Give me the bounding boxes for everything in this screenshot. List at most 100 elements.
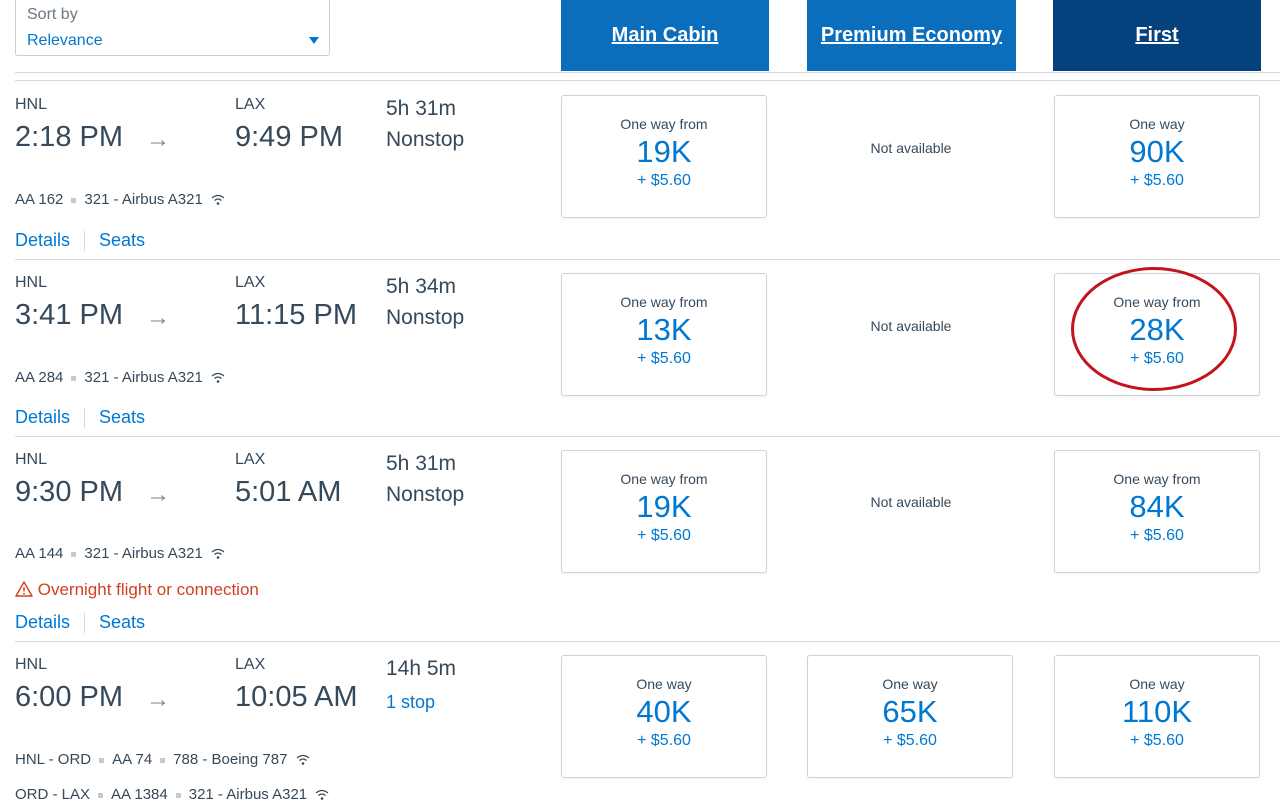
dest-code: LAX — [235, 96, 266, 113]
separator-dot — [99, 757, 105, 763]
stops-link[interactable]: 1 stop — [386, 692, 436, 712]
column-header-premium-economy[interactable]: Premium Economy — [807, 0, 1016, 71]
aircraft: 321 - Airbus A321 — [84, 191, 203, 208]
separator-dot — [175, 792, 181, 798]
wifi-icon — [211, 548, 225, 559]
fare-tax: + $5.60 — [637, 527, 691, 544]
origin-code: HNL — [15, 96, 48, 113]
arrow-right-icon: → — [146, 686, 170, 713]
flight-number: AA 74 — [112, 751, 153, 768]
depart-time: 6:00 PM — [15, 681, 123, 713]
fare-miles: 19K — [636, 134, 692, 169]
divider — [15, 80, 1280, 81]
fare-tax: + $5.60 — [883, 732, 937, 749]
duration: 5h 31m — [386, 452, 457, 475]
flight-number: AA 162 — [15, 191, 64, 208]
details-link[interactable]: Details — [15, 612, 71, 632]
details-link[interactable]: Details — [15, 407, 71, 427]
fare-card-first[interactable]: One way 90K + $5.60 — [1054, 95, 1260, 218]
divider — [84, 231, 86, 252]
origin-code: HNL — [15, 656, 48, 673]
segment-route: HNL - ORD — [15, 751, 92, 768]
fare-card-main-cabin[interactable]: One way from 13K + $5.60 — [561, 273, 767, 396]
fare-miles: 65K — [882, 694, 938, 729]
seats-link[interactable]: Seats — [99, 230, 146, 250]
sort-label: Sort by — [27, 6, 78, 23]
row-divider — [15, 641, 1280, 642]
wifi-icon — [296, 754, 310, 765]
segment-info: AA 144 321 - Airbus A321 — [15, 545, 225, 562]
arrow-right-icon: → — [146, 304, 170, 331]
separator-dot — [98, 792, 104, 798]
warning-text: Overnight flight or connection — [37, 580, 259, 599]
origin-code: HNL — [15, 451, 48, 468]
depart-time: 9:30 PM — [15, 476, 123, 508]
row-links: Details Seats — [15, 407, 146, 429]
arrive-time: 9:49 PM — [235, 121, 343, 153]
warning-icon — [15, 581, 33, 597]
fare-label: One way from — [620, 116, 708, 132]
fare-tax: + $5.60 — [1130, 172, 1184, 189]
wifi-icon — [211, 372, 225, 383]
fare-card-main-cabin[interactable]: One way from 19K + $5.60 — [561, 95, 767, 218]
row-divider — [15, 436, 1280, 437]
fare-miles: 13K — [636, 312, 692, 347]
fare-miles: 19K — [636, 489, 692, 524]
duration: 14h 5m — [386, 657, 457, 680]
fare-miles: 90K — [1129, 134, 1185, 169]
fare-card-first[interactable]: One way 110K + $5.60 — [1054, 655, 1260, 778]
arrow-right-icon: → — [146, 481, 170, 508]
fare-label: One way from — [1113, 471, 1201, 487]
overnight-warning: Overnight flight or connection — [15, 580, 259, 600]
segment-info: HNL - ORD AA 74 788 - Boeing 787 — [15, 751, 310, 768]
premium-not-available: Not available — [870, 494, 952, 510]
arrow-right-icon: → — [146, 126, 170, 153]
divider — [84, 408, 86, 429]
separator-dot — [71, 375, 77, 381]
fare-tax: + $5.60 — [1130, 732, 1184, 749]
segment-info: AA 284 321 - Airbus A321 — [15, 369, 225, 386]
column-header-first[interactable]: First — [1053, 0, 1261, 71]
fare-label: One way from — [620, 471, 708, 487]
fare-label: One way — [882, 676, 938, 692]
row-links: Details Seats — [15, 230, 146, 252]
fare-miles: 84K — [1129, 489, 1185, 524]
dest-code: LAX — [235, 451, 266, 468]
fare-card-premium-economy[interactable]: One way 65K + $5.60 — [807, 655, 1013, 778]
fare-card-main-cabin[interactable]: One way 40K + $5.60 — [561, 655, 767, 778]
segment-info: ORD - LAX AA 1384 321 - Airbus A321 — [15, 786, 329, 803]
wifi-icon — [211, 194, 225, 205]
premium-not-available: Not available — [870, 140, 952, 156]
stops: Nonstop — [386, 306, 465, 329]
aircraft: 788 - Boeing 787 — [173, 751, 288, 768]
fare-label: One way — [1129, 676, 1185, 692]
aircraft: 321 - Airbus A321 — [188, 786, 308, 803]
fare-tax: + $5.60 — [637, 172, 691, 189]
chevron-down-icon — [309, 37, 319, 44]
depart-time: 2:18 PM — [15, 121, 123, 153]
highlight-circle — [1071, 267, 1237, 391]
separator-dot — [71, 551, 77, 557]
aircraft: 321 - Airbus A321 — [84, 545, 203, 562]
sort-dropdown[interactable]: Sort by Relevance — [15, 0, 330, 56]
fare-label: One way — [1129, 116, 1185, 132]
arrive-time: 5:01 AM — [235, 476, 342, 508]
duration: 5h 31m — [386, 97, 457, 120]
details-link[interactable]: Details — [15, 230, 71, 250]
stops: Nonstop — [386, 483, 465, 506]
flight-number: AA 1384 — [111, 786, 168, 803]
arrive-time: 10:05 AM — [235, 681, 358, 713]
wifi-icon — [315, 789, 329, 800]
origin-code: HNL — [15, 274, 48, 291]
seats-link[interactable]: Seats — [99, 407, 146, 427]
fare-card-first[interactable]: One way from 84K + $5.60 — [1054, 450, 1260, 573]
fare-card-main-cabin[interactable]: One way from 19K + $5.60 — [561, 450, 767, 573]
separator-dot — [71, 197, 77, 203]
seats-link[interactable]: Seats — [99, 612, 146, 632]
fare-miles: 110K — [1121, 694, 1193, 729]
arrive-time: 11:15 PM — [235, 299, 357, 331]
column-header-main-cabin[interactable]: Main Cabin — [561, 0, 769, 71]
duration: 5h 34m — [386, 275, 457, 298]
fare-miles: 40K — [636, 694, 692, 729]
premium-not-available: Not available — [870, 318, 952, 334]
